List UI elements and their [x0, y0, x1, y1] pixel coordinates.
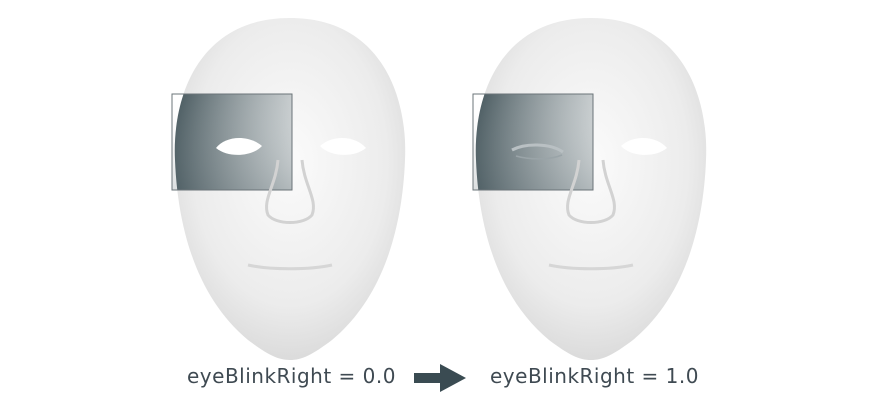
transition-arrow — [414, 364, 466, 392]
face-open-eyes — [172, 18, 405, 360]
label-after: eyeBlinkRight = 1.0 — [490, 364, 699, 388]
face-blink-right — [473, 18, 706, 360]
label-before: eyeBlinkRight = 0.0 — [187, 364, 396, 388]
